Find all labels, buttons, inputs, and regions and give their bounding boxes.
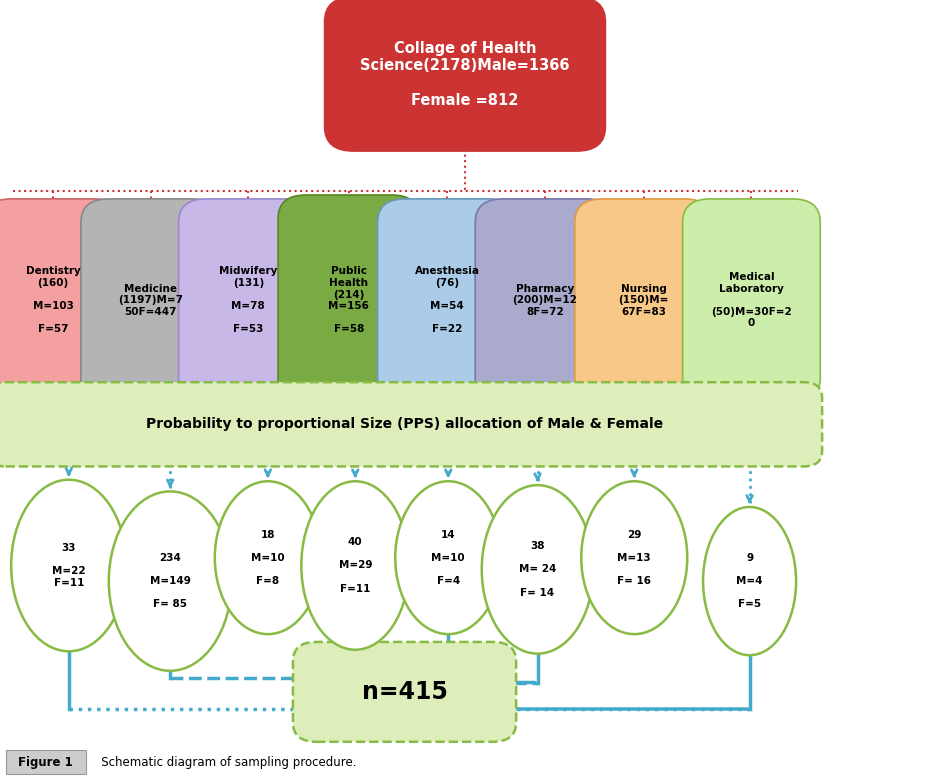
Text: Midwifery
(131)

M=78

F=53: Midwifery (131) M=78 F=53 <box>219 266 277 335</box>
Text: Medical
Laboratory

(50)M=30F=2
0: Medical Laboratory (50)M=30F=2 0 <box>711 272 791 328</box>
FancyBboxPatch shape <box>179 199 318 402</box>
Text: 38

M= 24

F= 14: 38 M= 24 F= 14 <box>519 541 556 597</box>
Ellipse shape <box>215 481 321 634</box>
FancyBboxPatch shape <box>0 382 822 466</box>
Ellipse shape <box>703 507 796 655</box>
Ellipse shape <box>301 481 409 650</box>
Text: Public
Health
(214)
M=156

F=58: Public Health (214) M=156 F=58 <box>328 266 369 335</box>
Ellipse shape <box>482 485 593 654</box>
Text: Pharmacy
(200)M=12
8F=72: Pharmacy (200)M=12 8F=72 <box>512 284 578 317</box>
FancyBboxPatch shape <box>6 750 86 774</box>
FancyBboxPatch shape <box>81 199 220 402</box>
Text: 29

M=13

F= 16: 29 M=13 F= 16 <box>618 530 651 586</box>
FancyBboxPatch shape <box>326 0 604 150</box>
FancyBboxPatch shape <box>475 199 615 402</box>
FancyBboxPatch shape <box>378 199 517 402</box>
Text: 234

M=149

F= 85: 234 M=149 F= 85 <box>150 553 191 609</box>
FancyBboxPatch shape <box>683 199 820 402</box>
Text: Dentistry
(160)

M=103

F=57: Dentistry (160) M=103 F=57 <box>26 266 80 335</box>
FancyBboxPatch shape <box>293 642 516 742</box>
Text: Medicine
(1197)M=7
50F=447: Medicine (1197)M=7 50F=447 <box>118 284 183 317</box>
Text: Nursing
(150)M=
67F=83: Nursing (150)M= 67F=83 <box>618 284 669 317</box>
Ellipse shape <box>395 481 501 634</box>
Ellipse shape <box>109 491 232 671</box>
Text: n=415: n=415 <box>362 680 447 704</box>
Text: Schematic diagram of sampling procedure.: Schematic diagram of sampling procedure. <box>90 756 357 768</box>
FancyBboxPatch shape <box>278 195 419 406</box>
Ellipse shape <box>11 480 126 651</box>
FancyBboxPatch shape <box>575 199 712 402</box>
FancyBboxPatch shape <box>0 199 123 402</box>
Text: Figure 1: Figure 1 <box>19 756 73 768</box>
Text: 33

M=22
F=11: 33 M=22 F=11 <box>52 543 86 588</box>
Ellipse shape <box>581 481 687 634</box>
Text: 14

M=10

F=4: 14 M=10 F=4 <box>432 530 465 586</box>
Text: 9

M=4

F=5: 9 M=4 F=5 <box>737 553 763 609</box>
Text: Collage of Health
Science(2178)Male=1366

Female =812: Collage of Health Science(2178)Male=1366… <box>360 41 570 108</box>
Text: Probability to proportional Size (PPS) allocation of Male & Female: Probability to proportional Size (PPS) a… <box>146 417 663 431</box>
Text: Anesthesia
(76)

M=54

F=22: Anesthesia (76) M=54 F=22 <box>415 266 480 335</box>
Text: 40

M=29

F=11: 40 M=29 F=11 <box>339 537 372 594</box>
Text: 18

M=10

F=8: 18 M=10 F=8 <box>251 530 285 586</box>
